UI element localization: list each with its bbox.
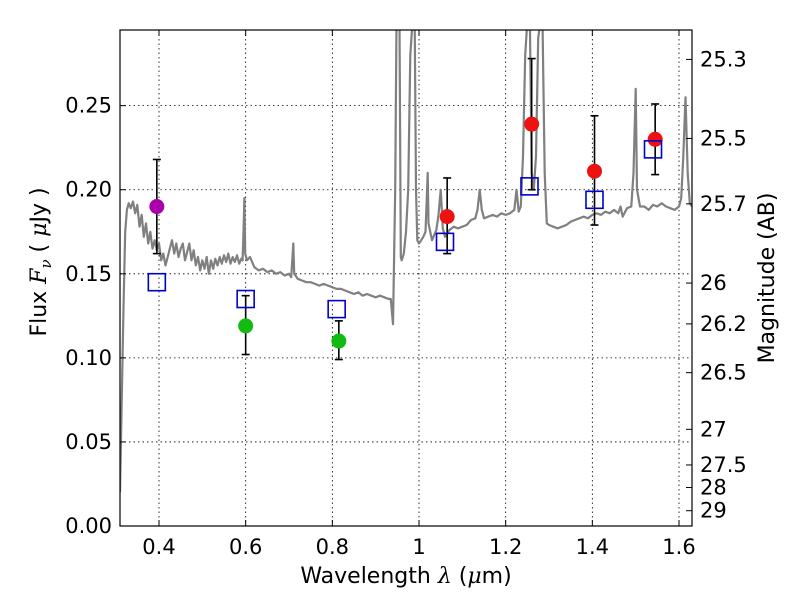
observed-point (647, 131, 663, 147)
x-tick-label: 0.4 (142, 535, 175, 559)
x-tick-label: 1.2 (489, 535, 522, 559)
y-tick-label: 0.20 (65, 178, 112, 202)
error-bars (152, 57, 660, 361)
x-tick-label: 0.6 (229, 535, 262, 559)
axis-ticks: 0.4 0.6 0.8 1 1.2 1.4 1.6 0.00 0.05 0.10 0.15 0.20 0… (65, 30, 747, 559)
y2-tick-label: 29 (700, 499, 727, 523)
model-square (520, 177, 539, 196)
x-tick-label: 1.6 (662, 535, 695, 559)
y-label-sub: ν (37, 259, 55, 268)
y2-tick-label: 27 (700, 417, 727, 441)
y-tick-label: 0.15 (65, 262, 112, 286)
y-label-unit: Jy ) (27, 187, 52, 224)
y2-tick-label: 26.2 (700, 312, 747, 336)
model-square (435, 232, 455, 252)
y2-tick-label: 25.5 (700, 126, 747, 150)
x-label-mu: μ (467, 564, 481, 589)
observed-point (587, 163, 602, 179)
y2-tick-label: 25.7 (700, 192, 747, 216)
y2-axis-label: Magnitude (AB) (755, 193, 780, 364)
x-tick-label: 1 (412, 535, 425, 559)
model-spectrum (120, 30, 692, 493)
x-tick-label: 0.8 (316, 535, 349, 559)
model-photometry-squares (147, 140, 663, 319)
y-label-mu: μ (27, 223, 52, 237)
observed-point (331, 333, 347, 349)
y-tick-label: 0.05 (65, 430, 112, 454)
observed-points (149, 116, 663, 349)
y-tick-label: 0.00 (65, 514, 112, 538)
observed-point (524, 116, 540, 132)
y-label-symbol: F (27, 268, 52, 285)
observed-point (439, 209, 455, 225)
y-tick-label: 0.25 (65, 94, 112, 118)
x-label-prefix: Wavelength (300, 564, 431, 589)
y-axis-label: Flux Fν ( μJy ) (27, 187, 55, 336)
y2-tick-label: 28 (700, 475, 727, 499)
observed-point (149, 199, 165, 215)
model-square (643, 140, 663, 159)
x-label-unit: m) (482, 564, 512, 589)
x-axis-label: Wavelength λ (μm) (300, 564, 511, 589)
plot-frame (119, 29, 693, 527)
y2-tick-label: 27.5 (700, 453, 747, 477)
model-square (327, 299, 346, 319)
y-tick-label: 0.10 (65, 346, 112, 370)
x-label-open: ( (452, 564, 468, 589)
y2-tick-label: 25.3 (700, 47, 747, 71)
y-label-open: ( (27, 244, 52, 260)
x-label-symbol: λ (437, 564, 452, 589)
y-label-prefix: Flux (27, 291, 52, 337)
model-square (147, 272, 167, 292)
model-spectrum-line (120, 30, 692, 493)
observed-point (238, 318, 254, 334)
x-tick-label: 1.4 (576, 535, 609, 559)
model-square (236, 289, 255, 309)
model-square (585, 190, 604, 210)
y2-tick-label: 26.5 (700, 361, 747, 385)
y2-tick-label: 26 (700, 271, 727, 295)
